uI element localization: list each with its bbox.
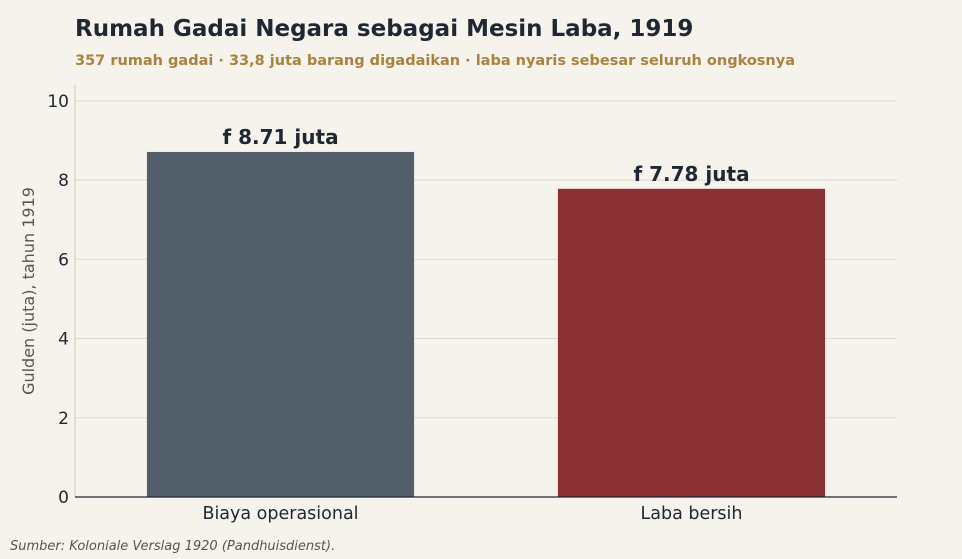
bars xyxy=(146,151,826,498)
y-axis-ticks: 0 2 4 6 8 10 xyxy=(47,92,69,508)
bar xyxy=(146,151,415,497)
chart-subtitle: 357 rumah gadai · 33,8 juta barang digad… xyxy=(75,53,795,69)
bar-value-label: f 7.78 juta xyxy=(633,162,749,186)
y-tick-label: 2 xyxy=(58,409,69,429)
y-tick-label: 10 xyxy=(47,92,69,112)
bar-value-label: f 8.71 juta xyxy=(222,125,338,149)
source-note: Sumber: Koloniale Verslag 1920 (Pandhuis… xyxy=(10,539,336,554)
y-axis-label: Gulden (juta), tahun 1919 xyxy=(19,187,38,395)
x-axis-labels: Biaya operasional Laba bersih xyxy=(202,504,742,524)
x-category-label: Laba bersih xyxy=(640,504,742,524)
y-tick-label: 0 xyxy=(58,488,69,508)
y-tick-label: 6 xyxy=(58,250,69,270)
bar xyxy=(557,188,826,498)
y-tick-label: 4 xyxy=(58,330,69,350)
x-category-label: Biaya operasional xyxy=(202,504,358,524)
y-tick-label: 8 xyxy=(58,171,69,191)
chart-title: Rumah Gadai Negara sebagai Mesin Laba, 1… xyxy=(75,16,694,42)
data-labels: f 8.71 juta f 7.78 juta xyxy=(222,125,749,186)
